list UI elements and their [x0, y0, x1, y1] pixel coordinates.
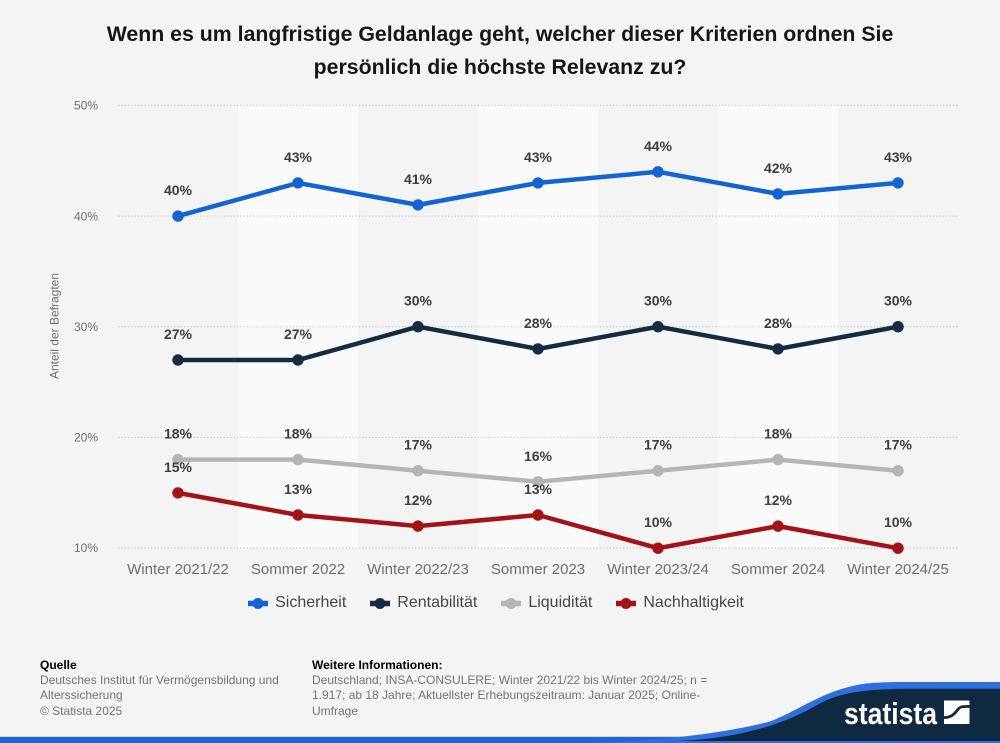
svg-text:30%: 30%: [74, 320, 98, 334]
svg-text:Anteil der Befragten: Anteil der Befragten: [48, 273, 62, 379]
svg-text:40%: 40%: [164, 182, 193, 198]
svg-text:10%: 10%: [74, 541, 98, 555]
svg-text:43%: 43%: [884, 149, 913, 165]
svg-text:statista: statista: [844, 696, 938, 731]
svg-text:13%: 13%: [284, 481, 313, 497]
svg-text:12%: 12%: [764, 492, 793, 508]
svg-text:16%: 16%: [524, 448, 553, 464]
svg-text:Winter 2023/24: Winter 2023/24: [607, 561, 709, 578]
svg-text:30%: 30%: [644, 293, 673, 309]
svg-text:18%: 18%: [284, 426, 313, 442]
svg-text:Sommer 2024: Sommer 2024: [731, 561, 825, 578]
svg-text:42%: 42%: [764, 160, 793, 176]
svg-text:27%: 27%: [284, 326, 313, 342]
svg-text:10%: 10%: [884, 514, 913, 530]
svg-text:13%: 13%: [524, 481, 553, 497]
svg-text:Sommer 2023: Sommer 2023: [491, 561, 585, 578]
svg-text:17%: 17%: [884, 437, 913, 453]
svg-text:30%: 30%: [884, 293, 913, 309]
svg-text:50%: 50%: [74, 99, 98, 113]
svg-text:18%: 18%: [164, 426, 193, 442]
svg-text:12%: 12%: [404, 492, 433, 508]
svg-text:44%: 44%: [644, 138, 673, 154]
svg-text:43%: 43%: [524, 149, 553, 165]
svg-text:43%: 43%: [284, 149, 313, 165]
svg-text:17%: 17%: [644, 437, 673, 453]
svg-text:20%: 20%: [74, 431, 98, 445]
svg-text:Winter 2021/22: Winter 2021/22: [127, 561, 229, 578]
svg-text:17%: 17%: [404, 437, 433, 453]
svg-text:30%: 30%: [404, 293, 433, 309]
svg-text:28%: 28%: [524, 315, 553, 331]
svg-text:18%: 18%: [764, 426, 793, 442]
svg-text:Sommer 2022: Sommer 2022: [251, 561, 345, 578]
svg-text:27%: 27%: [164, 326, 193, 342]
svg-text:10%: 10%: [644, 514, 673, 530]
svg-text:41%: 41%: [404, 171, 433, 187]
svg-text:28%: 28%: [764, 315, 793, 331]
svg-text:40%: 40%: [74, 209, 98, 223]
svg-text:Winter 2024/25: Winter 2024/25: [847, 561, 949, 578]
svg-text:15%: 15%: [164, 459, 193, 475]
svg-text:Winter 2022/23: Winter 2022/23: [367, 561, 469, 578]
